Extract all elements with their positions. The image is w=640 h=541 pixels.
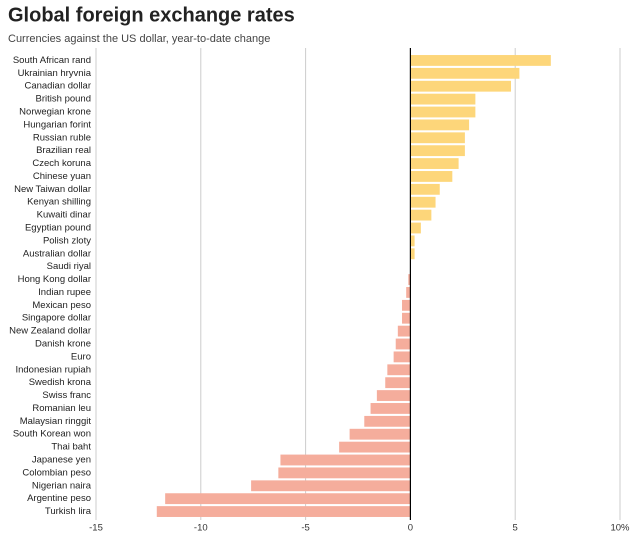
y-tick-label: Hong Kong dollar — [18, 274, 91, 285]
bar — [165, 493, 411, 505]
y-tick-label: Indian rupee — [38, 287, 91, 298]
bar — [410, 196, 436, 208]
bar — [370, 403, 411, 414]
x-tick-label: 10% — [610, 523, 630, 534]
y-tick-label: Norwegian krone — [19, 107, 91, 118]
y-tick-label: New Taiwan dollar — [14, 184, 91, 195]
bar — [410, 132, 465, 144]
bar — [410, 235, 415, 247]
bar — [393, 351, 411, 363]
y-tick-label: Russian ruble — [33, 132, 91, 143]
bar — [349, 428, 411, 440]
bar — [406, 287, 411, 298]
x-tick-label: -5 — [301, 523, 309, 534]
y-tick-label: Malaysian ringgit — [20, 416, 92, 427]
y-tick-label: South Korean won — [13, 429, 91, 440]
y-tick-label: Indonesian rupiah — [15, 364, 91, 375]
y-tick-label: Danish krone — [35, 339, 91, 350]
y-tick-label: Argentine peso — [27, 493, 91, 504]
bar — [278, 467, 411, 479]
bar — [410, 222, 421, 234]
y-tick-label: Saudi riyal — [47, 261, 91, 272]
bar — [280, 454, 411, 466]
y-tick-label: Mexican peso — [32, 300, 91, 311]
y-tick-label: Kenyan shilling — [27, 197, 91, 208]
y-tick-label: Canadian dollar — [24, 81, 91, 92]
y-tick-label: Australian dollar — [23, 248, 91, 259]
y-tick-label: British pound — [36, 94, 91, 105]
bar — [385, 377, 411, 389]
y-tick-label: Singapore dollar — [22, 313, 91, 324]
y-tick-label: Japanese yen — [32, 455, 91, 466]
y-tick-label: Polish zloty — [43, 235, 91, 246]
y-tick-label: Kuwaiti dinar — [37, 210, 91, 221]
y-tick-label: Romanian leu — [32, 403, 91, 414]
x-tick-label: 5 — [513, 523, 518, 534]
bar — [410, 106, 476, 118]
x-tick-label: -15 — [89, 523, 103, 534]
bar — [410, 171, 453, 182]
x-tick-label: -10 — [194, 523, 208, 534]
y-tick-label: Thai baht — [51, 442, 91, 453]
bar — [410, 183, 440, 195]
bar — [156, 506, 411, 517]
y-tick-label: Ukrainian hryvnia — [18, 68, 92, 79]
y-tick-label: Chinese yuan — [33, 171, 91, 182]
bar — [387, 364, 411, 376]
y-tick-label: Brazilian real — [36, 145, 91, 156]
y-tick-label: Turkish lira — [45, 506, 92, 517]
y-tick-label: Czech koruna — [32, 158, 91, 169]
bar — [395, 338, 411, 350]
bar — [408, 274, 411, 285]
y-tick-label: Euro — [71, 351, 91, 362]
y-tick-label: Swedish krona — [29, 377, 92, 388]
bar — [339, 441, 411, 453]
y-tick-label: Swiss franc — [42, 390, 91, 401]
y-tick-label: Egyptian pound — [25, 223, 91, 234]
bar — [410, 145, 465, 157]
y-tick-label: Colombian peso — [22, 467, 91, 478]
y-tick-label: New Zealand dollar — [9, 326, 91, 337]
x-tick-label: 0 — [408, 523, 413, 534]
bar — [376, 390, 411, 401]
bar — [410, 248, 415, 260]
bar — [402, 299, 411, 311]
y-tick-label: Hungarian forint — [23, 119, 91, 130]
bar — [410, 80, 512, 92]
bar — [251, 480, 411, 492]
bar — [410, 55, 551, 66]
y-tick-label: Nigerian naira — [32, 480, 92, 491]
y-tick-label: South African rand — [13, 55, 91, 66]
bar — [410, 93, 476, 105]
bar — [397, 325, 411, 337]
bar — [402, 312, 411, 324]
bar — [410, 158, 459, 169]
chart-title: Global foreign exchange rates — [8, 4, 295, 26]
bar — [364, 415, 411, 427]
bar — [410, 67, 520, 79]
bar — [410, 119, 470, 131]
bar — [410, 209, 432, 221]
chart-subtitle: Currencies against the US dollar, year-t… — [8, 33, 270, 45]
